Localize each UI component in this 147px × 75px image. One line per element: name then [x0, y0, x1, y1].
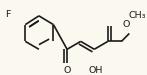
Text: F: F [5, 10, 10, 19]
Text: O: O [123, 20, 130, 29]
Text: O: O [63, 66, 71, 75]
Text: CH₃: CH₃ [128, 11, 146, 20]
Text: OH: OH [88, 66, 102, 75]
